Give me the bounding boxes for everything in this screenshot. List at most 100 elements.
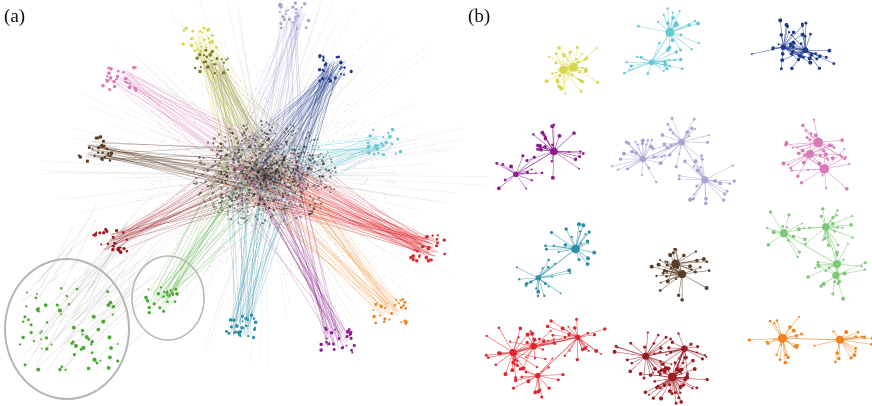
overview-node-cyan [375,147,379,151]
overview-node-darkred [95,231,98,234]
core-node [271,141,273,144]
subnetwork-node [823,237,826,241]
halo-dot [368,195,370,197]
subnetwork-edge [538,270,570,279]
overview-edge [264,174,273,274]
halo-dot [316,78,318,80]
core-node [306,182,309,185]
overview-edge [227,194,419,240]
overview-edge [86,156,287,175]
overview-node-purple [351,351,354,354]
overview-edge [222,64,262,152]
subnetwork-node [552,123,556,126]
core-node [309,195,312,197]
core-edge [231,139,235,147]
halo-dot [234,81,236,83]
overview-edge [257,198,439,242]
subnetwork-lightgreen [766,207,867,301]
core-node [236,177,239,180]
subnetwork-node [503,372,508,377]
core-node [287,130,289,132]
subnetwork-node [532,337,537,342]
subnetwork-edge [614,351,646,357]
zoom-edge [73,272,136,322]
core-edge [301,153,321,157]
halo-dot [231,231,233,233]
core-edge [292,151,307,164]
halo-dot [275,99,277,101]
halo-dot [307,262,309,264]
subnetwork-node [732,179,736,183]
core-node [294,157,296,159]
subnetwork-edge [512,330,532,353]
core-node [218,162,221,164]
core-node [305,188,308,191]
halo-dot [168,178,170,180]
overview-edge [180,174,266,313]
core-node [230,140,233,142]
subnetwork-node [821,239,824,242]
halo-dot [353,164,355,166]
overview-edge [292,138,379,174]
overview-node-lavender [287,8,290,11]
halo-dot [276,110,278,112]
halo-dot [382,209,384,211]
overview-edge [99,145,244,155]
core-node [262,168,264,170]
core-edge [221,201,231,208]
core-edge [262,189,268,191]
core-node [244,157,246,159]
core-edge [256,170,258,173]
core-node [202,147,204,149]
subnetwork-hub [681,345,688,352]
subnetwork-node [625,167,629,171]
subnetwork-node [691,387,694,390]
subnetwork-orange [747,315,872,365]
core-node [244,160,247,163]
core-node [329,191,332,194]
subnetwork-node [663,154,666,157]
core-node [261,183,264,186]
core-node [322,161,324,163]
overview-node-pink [126,81,129,84]
overview-edge [294,68,330,205]
core-node [226,207,228,209]
core-node [300,195,303,199]
core-node [198,193,201,196]
subnetwork-node [611,165,614,168]
halo-dot [352,230,354,232]
core-node [233,155,236,157]
overview-edge [275,184,328,346]
halo-dot [301,237,303,239]
zoom-node-green [90,343,93,346]
core-node [320,188,322,190]
core-node [276,123,278,125]
core-node [278,165,281,168]
subnetwork-node [809,32,812,36]
overview-node-pink [107,71,111,75]
core-node [283,219,286,221]
overview-node-yellow [203,38,206,41]
core-node [214,197,216,199]
core-node [213,165,215,167]
subnetwork-node [666,366,671,371]
subnetwork-node [585,56,589,60]
overview-edge [264,174,418,210]
subnetwork-node [679,33,683,36]
core-node [263,131,265,133]
overview-edge [245,53,266,176]
halo-dot [181,159,183,161]
core-node [234,171,236,172]
core-node [298,128,300,130]
subnetwork-node [535,172,537,175]
core-node [259,184,262,187]
halo-dot [237,257,239,259]
subnetwork-node [538,337,541,341]
halo-dot [332,139,334,141]
subnetwork-node [630,149,634,154]
subnetwork-node [693,270,697,274]
overview-edge [206,35,298,154]
halo-dot [333,146,335,148]
subnetwork-node [659,259,662,262]
core-node [272,177,274,179]
